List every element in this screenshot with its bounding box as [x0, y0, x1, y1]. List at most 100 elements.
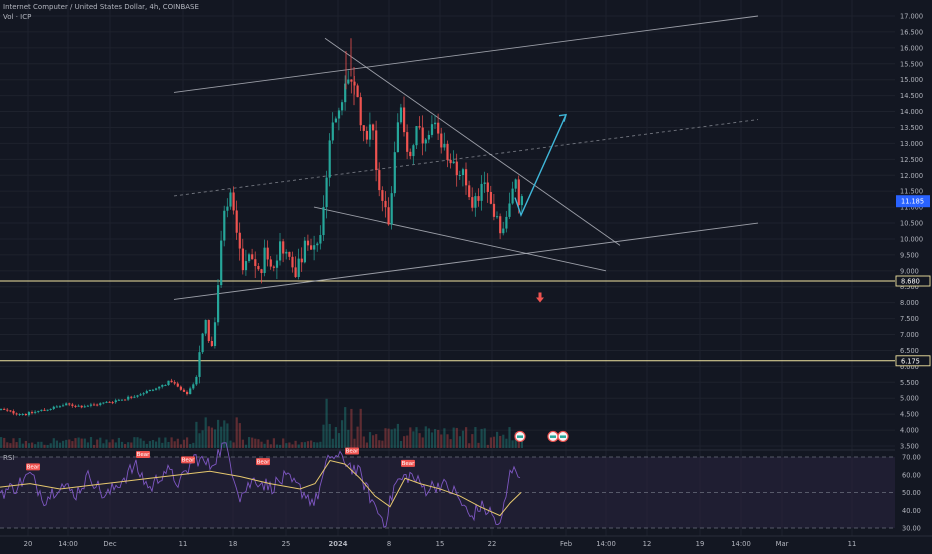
volume-bar — [477, 442, 480, 448]
candle-body — [217, 285, 220, 323]
volume-bar — [235, 417, 238, 448]
volume-bar — [164, 437, 167, 448]
candle-body — [179, 386, 182, 390]
volume-bar — [158, 437, 161, 448]
volume-bar — [161, 442, 164, 448]
rsi-pane[interactable]: Bear Bear Bear Bear Bear Bear — [0, 442, 895, 529]
candle-body — [71, 404, 74, 406]
price-axis[interactable]: 17.000 16.500 16.000 15.500 15.000 14.500 14.0… — [895, 0, 932, 550]
price-tick-label: 15.500 — [900, 60, 923, 68]
trendline-channel-lower — [173, 222, 759, 300]
volume-bar — [418, 433, 421, 448]
volume-bar — [285, 443, 288, 448]
volume-bar — [511, 440, 514, 448]
volume-bar — [263, 443, 266, 448]
volume-bar — [458, 436, 461, 448]
candle-body — [223, 210, 226, 241]
candle-body — [486, 182, 489, 192]
candle-body — [155, 388, 158, 390]
volume-bar — [282, 438, 285, 448]
volume-bar — [449, 439, 452, 448]
price-tick-label: 11.000 — [900, 204, 923, 212]
candle-body — [461, 169, 465, 175]
current-price-value: 11.185 — [901, 198, 924, 206]
candle-body — [514, 179, 517, 189]
trendlines — [173, 15, 759, 300]
candle-body — [368, 124, 372, 140]
volume-bar — [412, 431, 415, 448]
volume-bar — [331, 438, 334, 448]
candle-body — [409, 151, 412, 157]
candle-body — [269, 259, 272, 267]
candle-body — [403, 107, 406, 133]
candle-body — [127, 396, 130, 400]
candle-body — [288, 251, 291, 257]
volume-bar — [396, 423, 399, 448]
volume-label[interactable]: Vol · ICP — [3, 13, 32, 21]
volume-bar — [55, 440, 58, 448]
candle-body — [337, 110, 341, 119]
candle-body — [492, 203, 496, 217]
volume-bar — [65, 439, 68, 448]
rsi-divergence-tag — [181, 456, 195, 464]
time-tick-label: 8 — [387, 540, 391, 548]
candle-body — [176, 383, 179, 387]
candle-body — [282, 241, 285, 254]
candle-body — [161, 385, 164, 387]
volume-bar — [455, 427, 458, 448]
candle-body — [77, 405, 80, 407]
volume-bar — [375, 434, 378, 448]
candle-body — [68, 403, 71, 405]
time-axis[interactable]: 20 14:00 Dec 11 18 25 2024 8 15 22 Feb 14:00 12 19 14:… — [0, 535, 932, 550]
price-level-value: 8.680 — [901, 278, 920, 286]
volume-bar — [9, 443, 12, 448]
volume-bar — [496, 431, 499, 448]
volume-bar — [393, 428, 396, 448]
candle-body — [294, 267, 297, 277]
candle-body — [130, 396, 133, 398]
volume-bar — [120, 441, 124, 448]
rsi-divergence-tag — [345, 447, 359, 455]
volume-bar — [440, 434, 443, 448]
candle-body — [313, 245, 316, 250]
candle-body — [244, 261, 248, 271]
volume-bar — [192, 442, 195, 448]
volume-bar — [353, 438, 356, 448]
volume-bar — [341, 420, 344, 448]
volume-bar — [381, 440, 384, 448]
volume-bar — [248, 437, 251, 448]
price-tick-label: 8.500 — [900, 283, 919, 291]
symbol-title[interactable]: Internet Computer / United States Dollar… — [3, 3, 199, 11]
price-tick-label: 7.500 — [900, 315, 919, 323]
time-tick-label: 25 — [282, 540, 291, 548]
volume-bar — [502, 434, 505, 448]
volume-bar — [49, 443, 52, 448]
candle-body — [421, 127, 424, 144]
volume-bar — [62, 440, 65, 448]
rsi-divergence-tag — [256, 458, 270, 466]
candle-body — [334, 118, 337, 123]
volume-bar — [3, 437, 6, 448]
volume-bar — [403, 436, 406, 448]
candle-body — [46, 409, 49, 411]
time-tick-label: 19 — [696, 540, 705, 548]
candle-body — [412, 145, 415, 157]
volume-bar — [176, 438, 179, 448]
candle-body — [325, 177, 328, 208]
volume-bar — [229, 440, 232, 448]
candle-body — [474, 196, 477, 208]
volume-bar — [269, 444, 272, 448]
volume-bar — [111, 439, 114, 448]
rsi-ma-line — [0, 459, 522, 517]
price-tick-label: 7.000 — [900, 331, 919, 339]
candle-body — [201, 333, 204, 353]
candle-body — [151, 389, 155, 391]
candle-body — [356, 85, 359, 98]
price-tick-label: 6.500 — [900, 347, 919, 355]
candle-body — [186, 391, 189, 395]
candle-body — [86, 405, 89, 407]
candle-body — [55, 406, 58, 408]
candle-body — [99, 403, 102, 406]
